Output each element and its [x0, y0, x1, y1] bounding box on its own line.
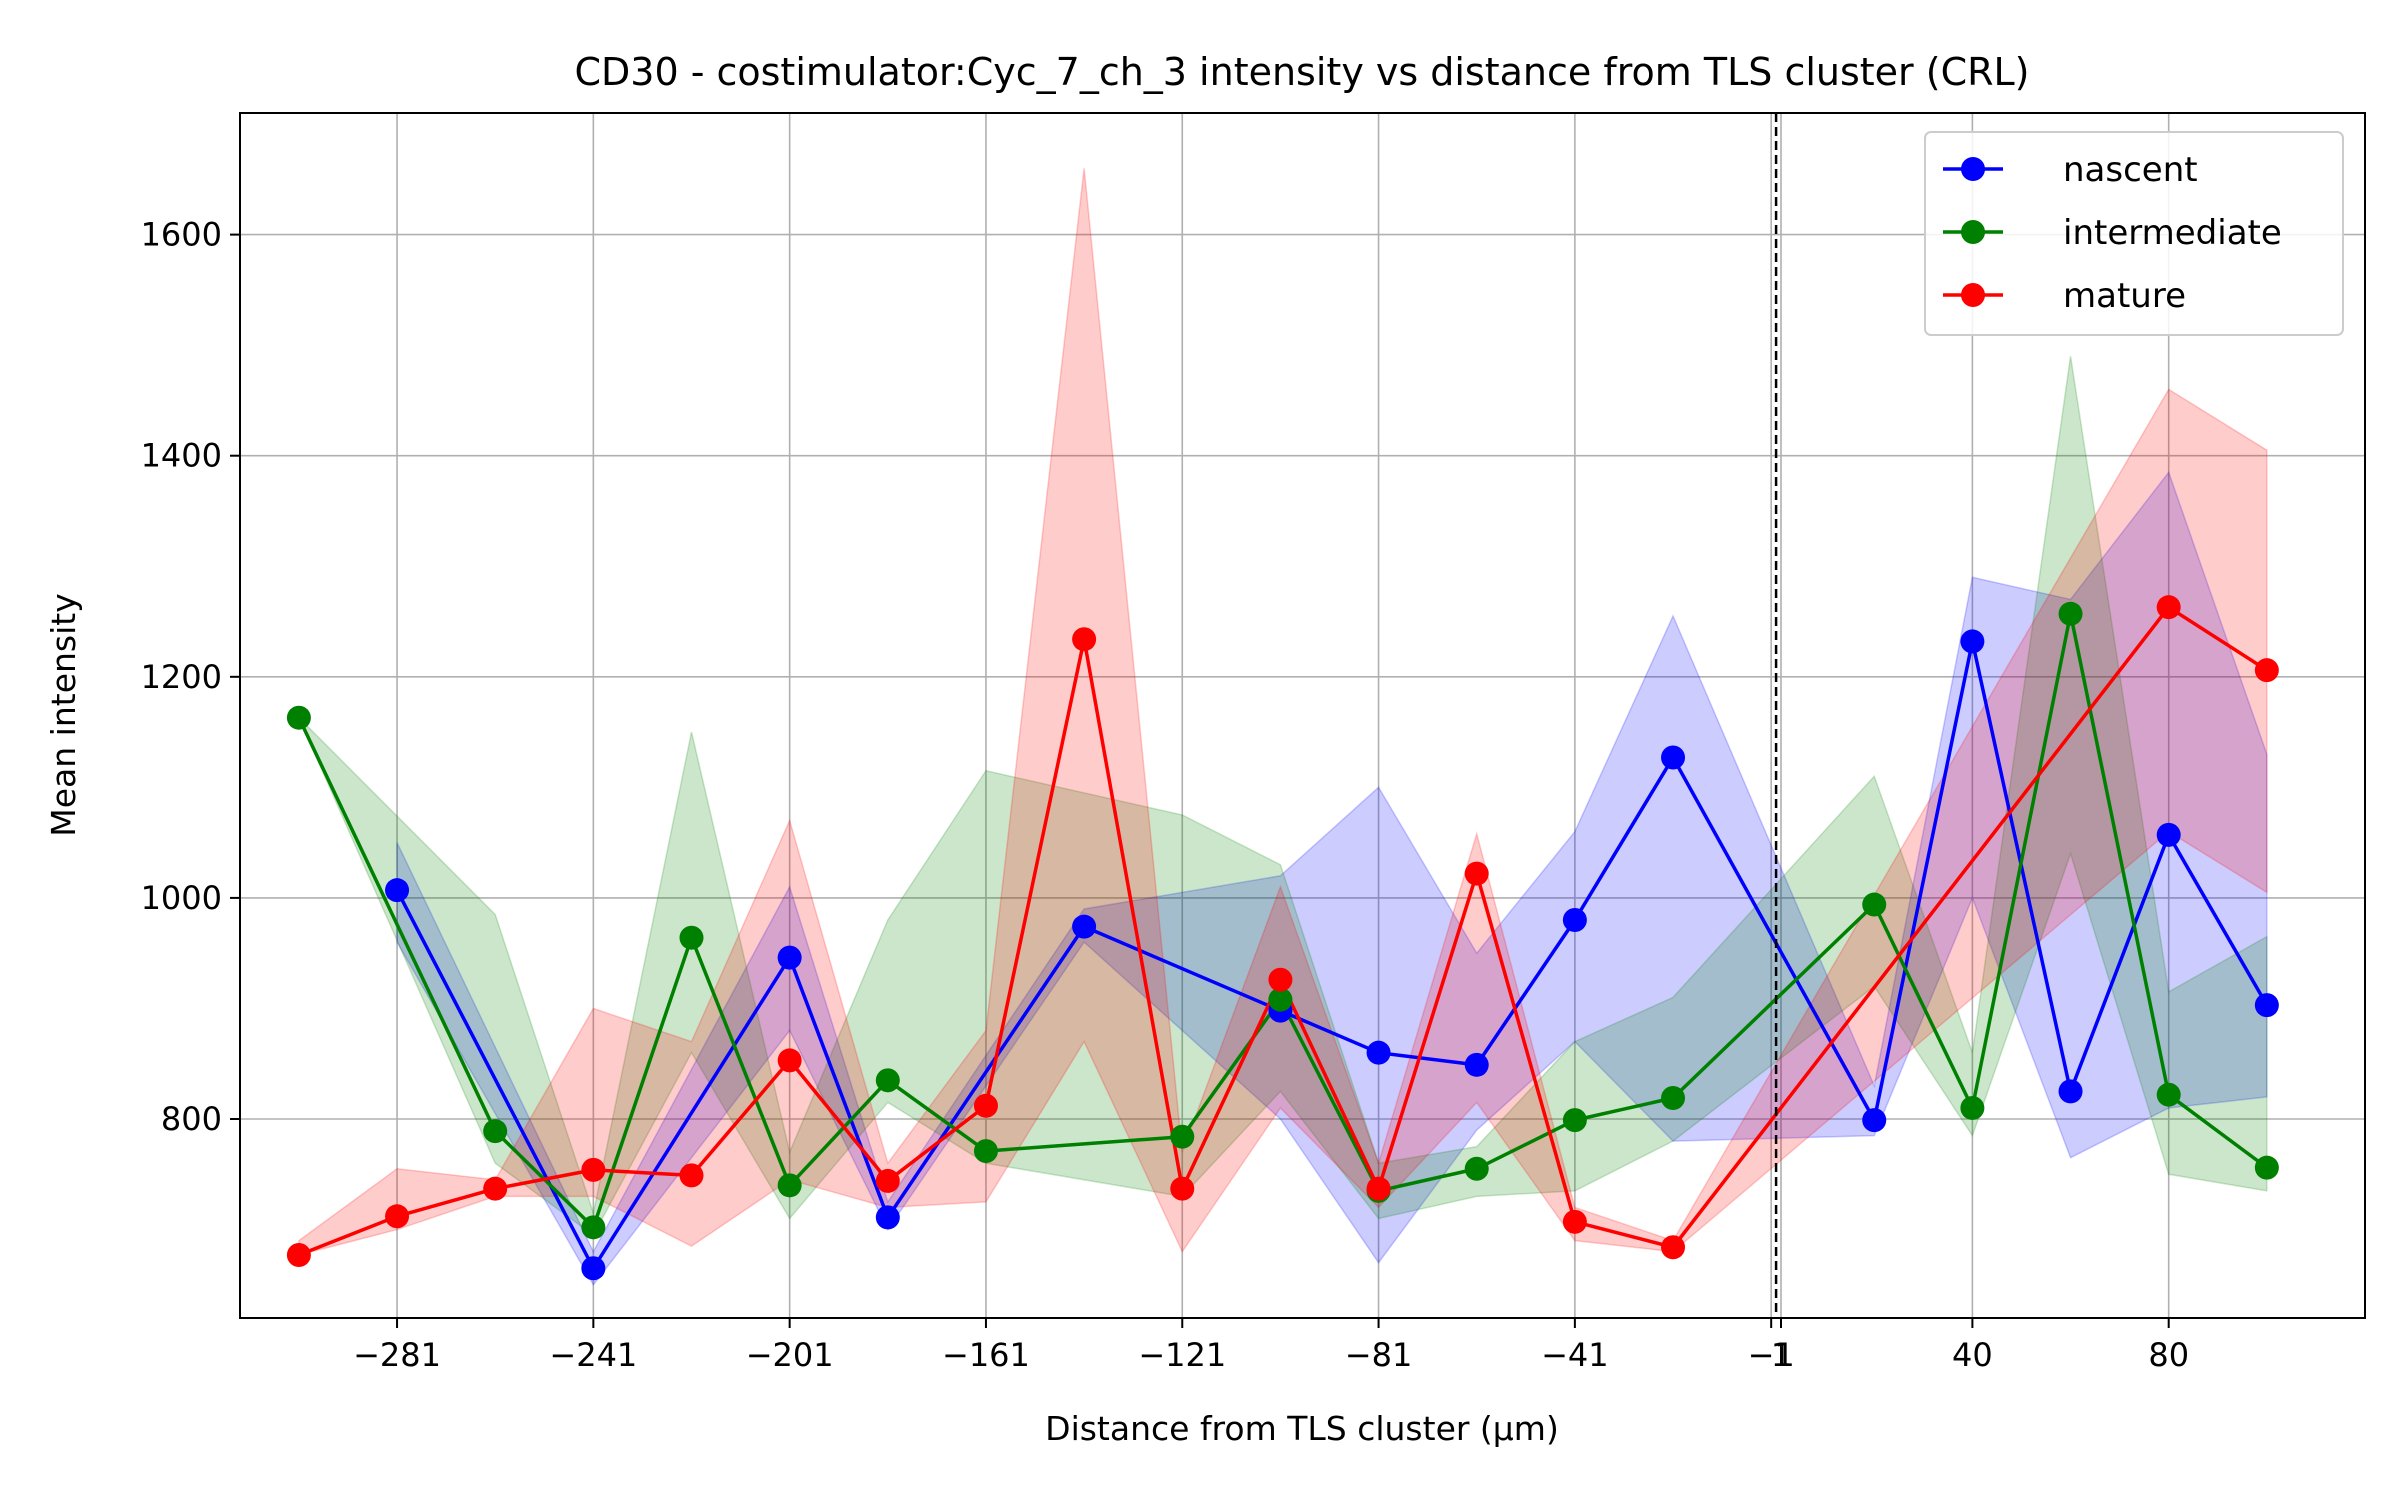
intermediate-point: [2254, 1155, 2279, 1180]
x-tick-label: −281: [353, 1336, 441, 1374]
x-tick-label: −121: [1138, 1336, 1226, 1374]
x-tick-label: 40: [1952, 1336, 1993, 1374]
intermediate-point: [581, 1215, 606, 1240]
mature-point: [483, 1176, 508, 1201]
nascent-point: [2058, 1079, 2083, 1104]
nascent-point: [1562, 908, 1587, 933]
nascent-point: [1960, 629, 1985, 654]
x-tick-label: −161: [942, 1336, 1030, 1374]
legend-marker-intermediate: [1961, 220, 1985, 244]
intermediate-point: [1862, 892, 1887, 917]
y-tick-label: 800: [161, 1100, 222, 1138]
mature-point: [286, 1242, 311, 1267]
intermediate-point: [1170, 1124, 1195, 1149]
mature-point: [875, 1168, 900, 1193]
nascent-point: [385, 878, 410, 903]
nascent-point: [2156, 822, 2181, 847]
plot-frame: [239, 112, 2366, 1319]
legend-label-intermediate: intermediate: [2063, 213, 2282, 253]
nascent-point: [1464, 1052, 1489, 1077]
nascent-point: [1661, 745, 1686, 770]
x-tick-label: −201: [746, 1336, 834, 1374]
intermediate-line: [297, 612, 2268, 1230]
mature-point: [2156, 595, 2181, 620]
y-axis-label: Mean intensity: [44, 593, 83, 836]
mature-point: [1170, 1176, 1195, 1201]
nascent-point: [1072, 914, 1097, 939]
y-tick-label: 1400: [141, 437, 222, 475]
x-tick-label: −1: [1748, 1336, 1795, 1374]
y-tick-label: 1000: [141, 879, 222, 917]
intermediate-point: [1661, 1086, 1686, 1111]
y-tick-label: 1200: [141, 658, 222, 696]
intermediate-point: [1268, 987, 1293, 1012]
intermediate-point: [1960, 1095, 1985, 1120]
mature-point: [581, 1157, 606, 1182]
intermediate-point: [2156, 1082, 2181, 1107]
legend-label-nascent: nascent: [2063, 150, 2198, 190]
mature-point: [1661, 1235, 1686, 1260]
nascent-point: [2254, 993, 2279, 1018]
intermediate-point: [875, 1068, 900, 1093]
axis-ticks: −281 −241 −201 −161 −121 −81 −41 −11 40 80 800 1000…: [141, 216, 2189, 1374]
intermediate-point: [973, 1139, 998, 1164]
series-markers: [286, 595, 2279, 1281]
nascent-point: [875, 1205, 900, 1230]
intermediate-point: [679, 925, 704, 950]
x-tick-label: −241: [549, 1336, 637, 1374]
mature-point: [679, 1163, 704, 1188]
intermediate-point: [2058, 601, 2083, 626]
mature-point: [1366, 1176, 1391, 1201]
x-tick-label: −81: [1345, 1336, 1413, 1374]
legend-box: [1924, 131, 2344, 336]
mature-point: [1562, 1209, 1587, 1234]
x-axis-label: Distance from TLS cluster (μm): [1045, 1409, 1559, 1448]
y-tick-label: 1600: [141, 216, 222, 254]
legend-label-mature: mature: [2063, 276, 2186, 316]
intermediate-point: [483, 1119, 508, 1144]
nascent-point: [777, 945, 802, 970]
legend-marker-nascent: [1961, 157, 1985, 181]
x-tick-label: 1: [1771, 1336, 1791, 1374]
mature-point: [385, 1204, 410, 1229]
intermediate-point: [286, 705, 311, 730]
intermediate-point: [1562, 1108, 1587, 1133]
intermediate-point: [1464, 1156, 1489, 1181]
legend: nascent intermediate mature: [1924, 131, 2344, 336]
mature-point: [1072, 627, 1097, 652]
mature-point: [1464, 861, 1489, 886]
grid: [240, 113, 2365, 1318]
mature-point: [973, 1093, 998, 1118]
x-tick-label: 80: [2148, 1336, 2189, 1374]
nascent-point: [581, 1256, 606, 1281]
mature-band: [298, 168, 2268, 1256]
mature-point: [777, 1048, 802, 1073]
legend-marker-mature: [1961, 283, 1985, 307]
nascent-point: [1366, 1040, 1391, 1065]
intermediate-point: [777, 1173, 802, 1198]
mature-point: [1268, 967, 1293, 992]
chart-title: CD30 - costimulator:Cyc_7_ch_3 intensity…: [574, 50, 2029, 94]
x-tick-label: −41: [1541, 1336, 1609, 1374]
mature-point: [2254, 658, 2279, 683]
nascent-point: [1862, 1108, 1887, 1133]
